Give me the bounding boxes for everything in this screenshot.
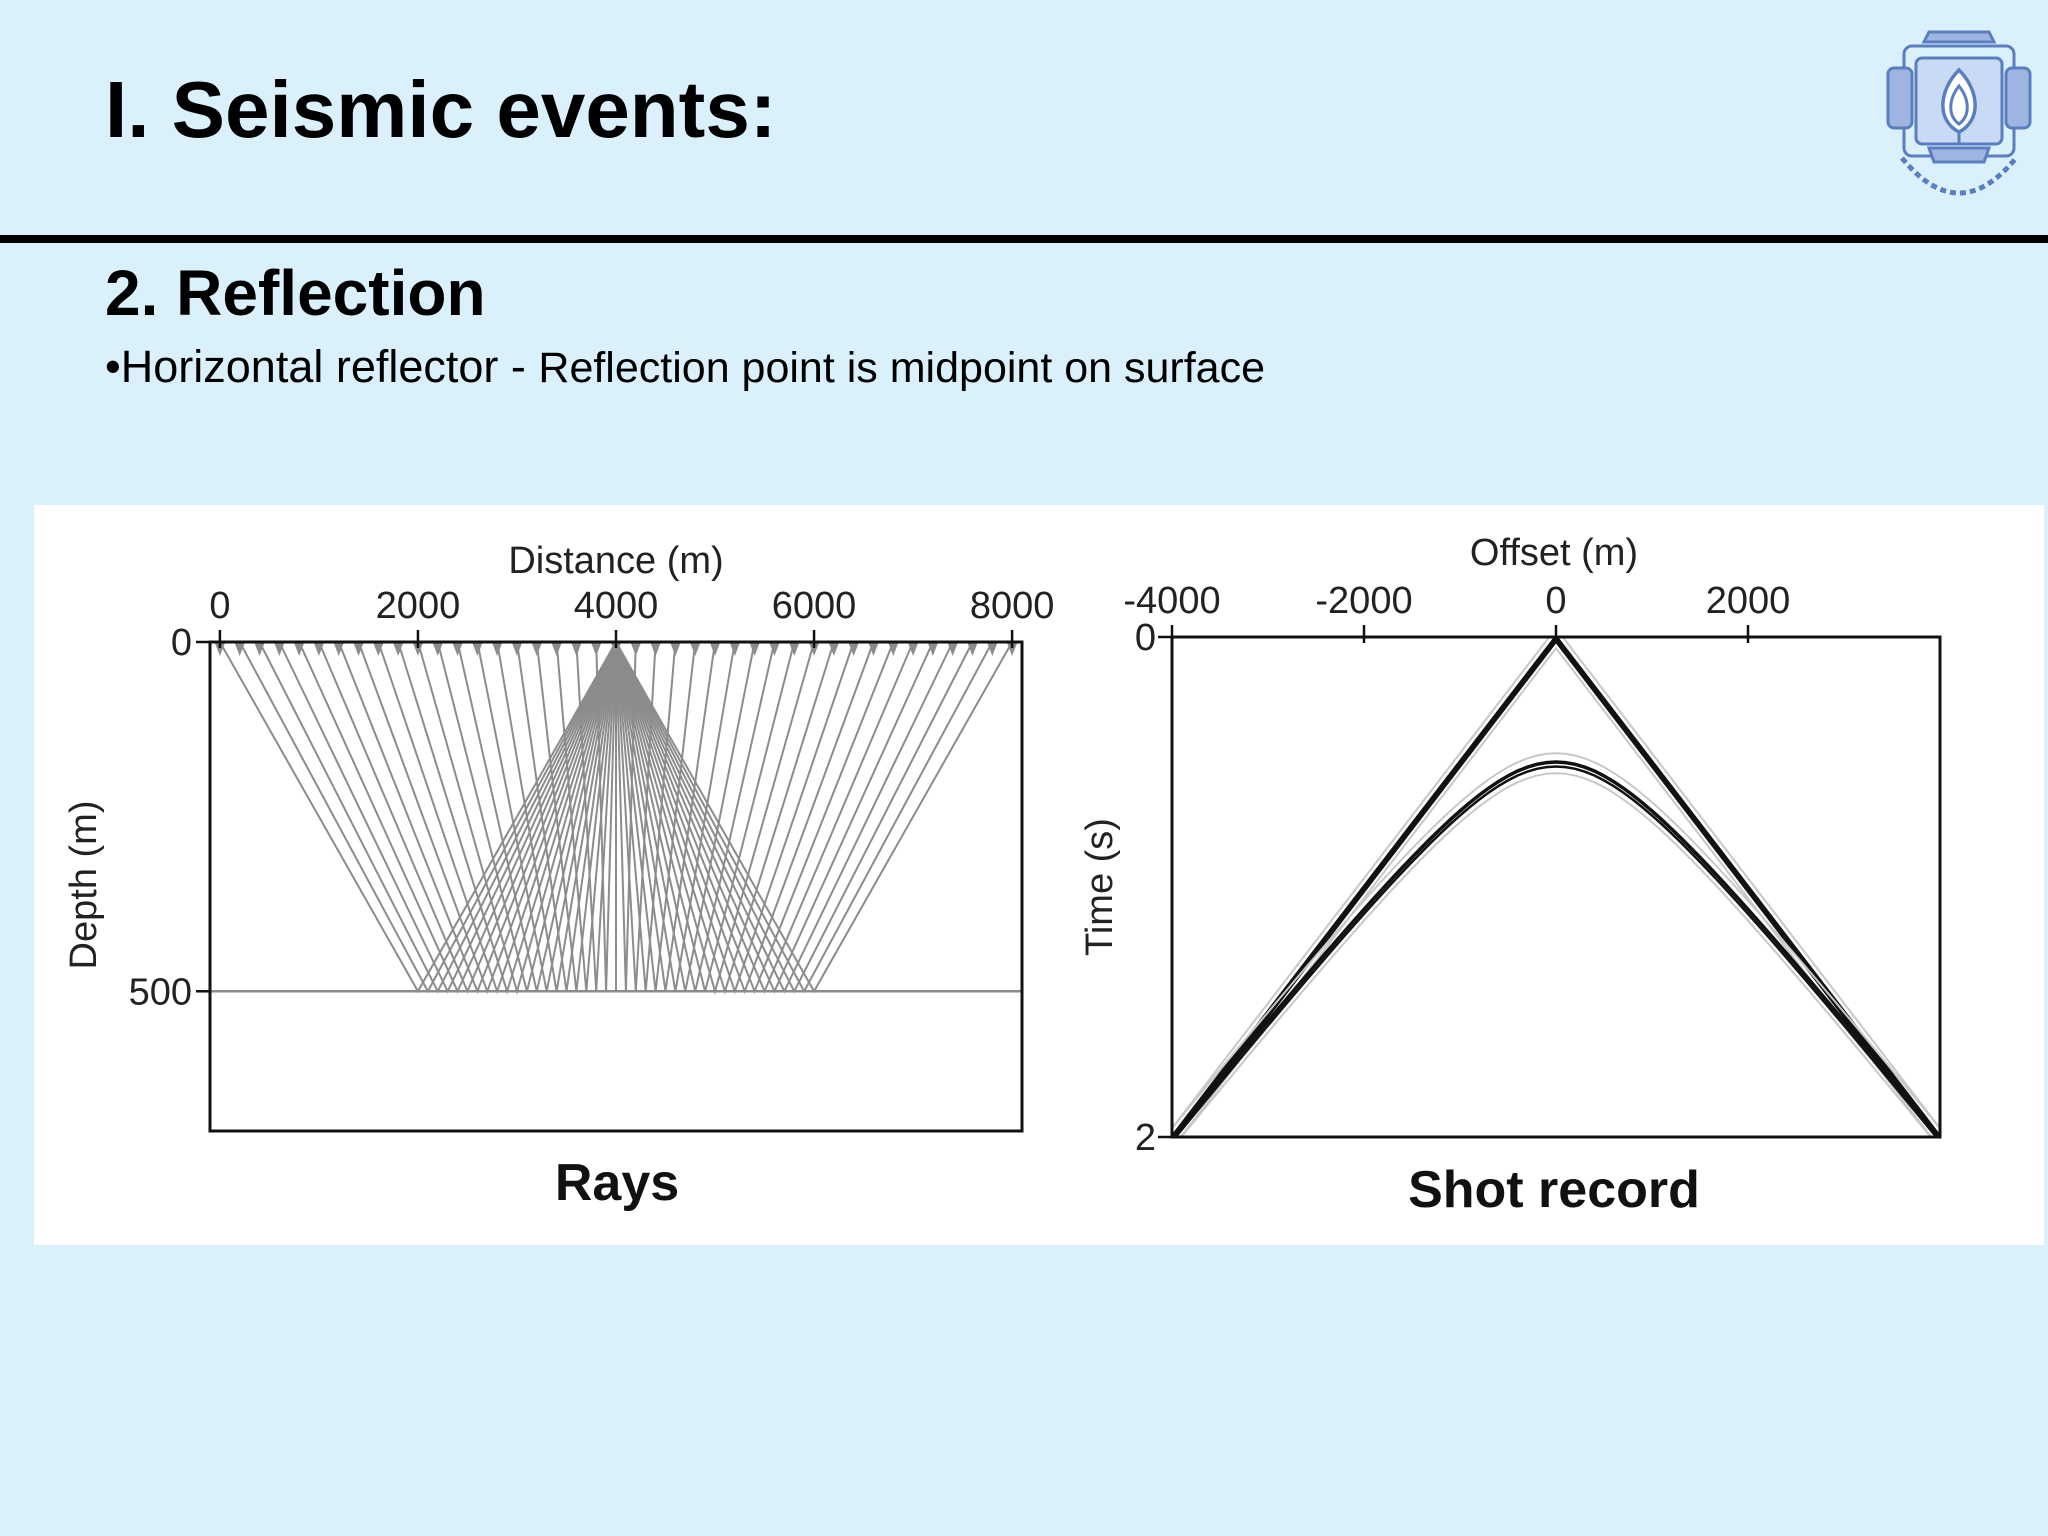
x-tick-label: 8000 [970, 585, 1055, 627]
receiver-marker [868, 643, 879, 656]
bullet-text: •Horizontal reflector - [105, 341, 539, 392]
receiver-marker [630, 643, 641, 656]
receiver-marker [729, 643, 740, 656]
receiver-marker [492, 643, 503, 656]
receiver-marker [611, 643, 621, 656]
ray-paths [219, 641, 1013, 995]
direct-wave-event-trough [1173, 639, 1939, 1137]
receiver-marker [650, 643, 661, 656]
figure-panel: 0 2000 4000 6000 8000 0 500 Distance (m) Dept… [34, 505, 2044, 1245]
title-divider-rule [0, 235, 2048, 243]
rays-y-axis-label: Depth (m) [63, 801, 105, 970]
receiver-marker [234, 643, 245, 656]
reflection-event-trough [1174, 765, 1938, 1137]
shot-y-ticks: 02 [1135, 617, 1172, 1159]
direct-wave-event [1172, 637, 1940, 1137]
event-halo [1179, 772, 1933, 1137]
receiver-marker [412, 643, 423, 656]
y-tick-label: 0 [171, 622, 192, 664]
y-tick-label: 2 [1135, 1117, 1156, 1159]
shot-x-axis-label: Offset (m) [1470, 532, 1638, 574]
receiver-marker [927, 643, 938, 656]
rays-x-ticks: 0 2000 4000 6000 8000 [209, 585, 1054, 648]
slide-title: I. Seismic events: [105, 65, 777, 154]
university-seal-icon [1884, 28, 2034, 214]
receiver-marker [313, 643, 324, 656]
y-tick-label: 500 [129, 971, 192, 1013]
receiver-marker [710, 643, 721, 656]
receiver-marker [670, 643, 681, 656]
receiver-markers [214, 643, 1018, 656]
x-tick-label: -4000 [1123, 580, 1220, 622]
rays-diagram: 0 2000 4000 6000 8000 0 500 Distance (m) Dept… [63, 540, 1054, 1212]
receiver-marker [373, 643, 384, 656]
receiver-marker [888, 643, 899, 656]
rays-caption: Rays [555, 1154, 679, 1212]
receiver-marker [1007, 643, 1018, 656]
receiver-marker [472, 643, 483, 656]
x-tick-label: 4000 [574, 585, 659, 627]
x-tick-label: 0 [209, 585, 230, 627]
x-tick-label: 6000 [772, 585, 857, 627]
event-halo [1172, 637, 1940, 1129]
shot-record-traces [1172, 637, 1940, 1137]
receiver-marker [333, 643, 344, 656]
receiver-marker [274, 643, 285, 656]
receiver-marker [749, 643, 760, 656]
bullet-point: •Horizontal reflector - Reflection point… [105, 342, 1265, 392]
shot-x-ticks: -4000 -2000 0 2000 [1123, 580, 1790, 643]
receiver-marker [551, 643, 562, 656]
receiver-marker [809, 643, 820, 656]
receiver-marker [452, 643, 463, 656]
receiver-marker [511, 643, 522, 656]
shot-y-axis-label: Time (s) [1079, 818, 1121, 956]
receiver-marker [353, 643, 364, 656]
receiver-marker [214, 643, 225, 656]
event-halo [1172, 752, 1940, 1129]
event-halo [1179, 646, 1933, 1137]
x-tick-label: 0 [1545, 580, 1566, 622]
shot-plot-frame [1170, 635, 1942, 1139]
x-tick-label: 2000 [1706, 580, 1791, 622]
rays-y-ticks: 0 500 [129, 622, 210, 1013]
receiver-marker [789, 643, 800, 656]
x-tick-label: 2000 [376, 585, 461, 627]
receiver-marker [987, 643, 998, 656]
shot-record-caption: Shot record [1408, 1161, 1700, 1219]
receiver-marker [769, 643, 780, 656]
receiver-marker [254, 643, 265, 656]
receiver-marker [571, 643, 582, 656]
x-tick-label: -2000 [1315, 580, 1412, 622]
receiver-marker [294, 643, 305, 656]
receiver-marker [531, 643, 542, 656]
receiver-marker [967, 643, 978, 656]
receiver-marker [908, 643, 919, 656]
receiver-marker [947, 643, 958, 656]
reflection-event [1172, 760, 1940, 1137]
section-heading: 2. Reflection [105, 257, 486, 329]
receiver-marker [591, 643, 602, 656]
bullet-detail: Reflection point is midpoint on surface [538, 344, 1266, 392]
receiver-marker [690, 643, 701, 656]
receiver-marker [432, 643, 443, 656]
y-tick-label: 0 [1135, 617, 1156, 659]
receiver-marker [828, 643, 839, 656]
receiver-marker [848, 643, 859, 656]
rays-x-axis-label: Distance (m) [508, 540, 723, 582]
receiver-marker [393, 643, 404, 656]
shot-record-events [1172, 637, 1940, 1137]
shot-record-chart: -4000 -2000 0 2000 02 Offset (m) Time (s) S… [1079, 532, 1942, 1219]
